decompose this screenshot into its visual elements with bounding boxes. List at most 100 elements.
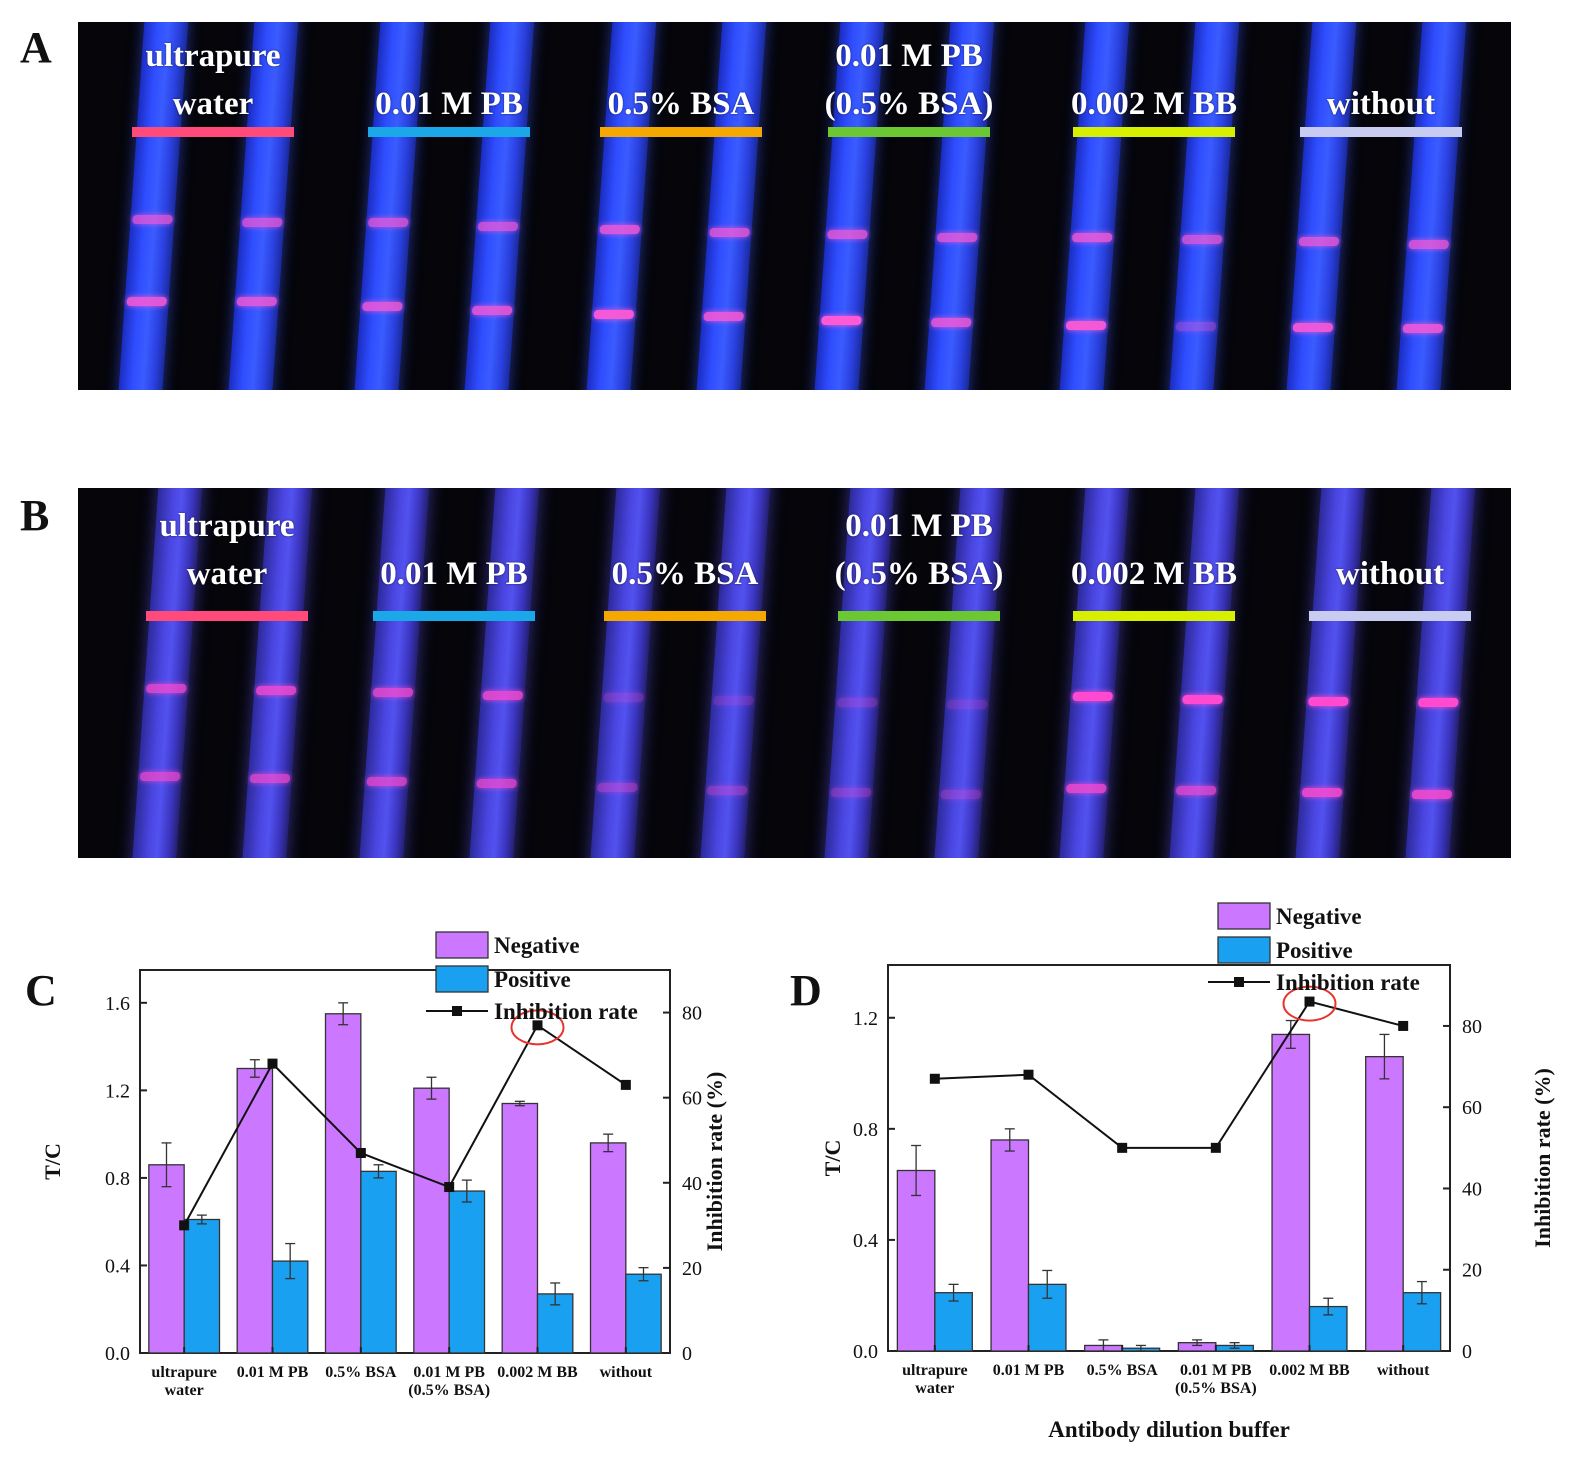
test-strip xyxy=(1057,488,1131,858)
inhibition-rate-point xyxy=(355,1147,366,1158)
inhibition-rate-point xyxy=(1398,1020,1409,1031)
x-tick-label: 0.002 M BB xyxy=(497,1364,578,1381)
photo-label: ultrapure water xyxy=(159,502,294,598)
x-tick-label: without xyxy=(600,1364,653,1381)
photo-label-line: without xyxy=(1326,86,1436,122)
plot-frame xyxy=(887,964,1451,1352)
panel-letter-c: C xyxy=(25,966,57,1015)
strip-band xyxy=(599,225,641,234)
test-strip xyxy=(1394,22,1468,390)
strip-band xyxy=(946,700,988,709)
x-tick-label: (0.5% BSA) xyxy=(408,1382,490,1399)
photo-label-line: ultrapure xyxy=(159,508,295,544)
y2-tick-label: 40 xyxy=(682,1173,702,1195)
photo-color-bar xyxy=(373,611,535,621)
photo-color-bar xyxy=(838,611,1000,621)
photo-label: 0.5% BSA xyxy=(608,80,755,128)
inhibition-rate-point xyxy=(1210,1142,1221,1153)
strip-band xyxy=(706,786,748,795)
strip-band xyxy=(1402,324,1444,333)
photo-color-bar xyxy=(604,611,766,621)
y2-tick-label: 20 xyxy=(682,1258,702,1280)
photo-label: 0.002 M BB xyxy=(1071,80,1237,128)
inhibition-rate-point xyxy=(532,1020,543,1031)
y-tick-label: 1.2 xyxy=(105,1080,130,1102)
negative-bar xyxy=(501,1102,539,1354)
negative-bar xyxy=(896,1169,936,1352)
photo-label-line: (0.5% BSA) xyxy=(834,556,1004,592)
y-tick-label: 1.2 xyxy=(853,1008,878,1030)
plot-frame xyxy=(139,969,671,1354)
strip-band xyxy=(930,318,972,327)
strip-band xyxy=(132,215,173,224)
legend-label-inhibition: Inhibition rate xyxy=(494,999,638,1024)
test-strip xyxy=(1403,488,1477,858)
photo-label-line: 0.5% BSA xyxy=(611,556,759,592)
legend-swatch-positive xyxy=(1217,936,1271,964)
strip-band xyxy=(241,218,283,227)
strip-band xyxy=(476,779,517,788)
y-tick-label: 0.4 xyxy=(853,1230,878,1252)
test-strip xyxy=(357,488,431,858)
positive-bar xyxy=(625,1273,662,1354)
legend-label-positive: Positive xyxy=(494,967,571,992)
photo-label-line: water xyxy=(172,86,254,122)
strip-band xyxy=(836,698,878,707)
strip-band xyxy=(139,772,181,781)
y2-axis-title: Inhibition rate (%) xyxy=(1530,1068,1555,1248)
y2-tick-label: 0 xyxy=(682,1343,692,1365)
x-tick-label: 0.01 M PB xyxy=(993,1362,1065,1379)
photo-label-line: 0.5% BSA xyxy=(607,86,755,122)
x-tick-label: ultrapure xyxy=(902,1362,967,1379)
y2-tick-label: 40 xyxy=(1462,1178,1482,1200)
strip-band xyxy=(703,312,745,321)
strip-band xyxy=(936,233,978,242)
test-strip xyxy=(1167,22,1241,390)
inhibition-rate-point xyxy=(929,1073,940,1084)
legend-label-negative: Negative xyxy=(1276,904,1362,929)
test-strip xyxy=(1293,488,1367,858)
strip-band xyxy=(1071,233,1113,242)
photo-color-bar xyxy=(368,127,530,137)
photo-label-line: 0.01 M PB xyxy=(845,508,993,544)
x-tick-label: water xyxy=(165,1382,204,1399)
highlight-circle xyxy=(510,1009,565,1046)
test-strip xyxy=(1057,22,1131,390)
x-tick-label: ultrapure xyxy=(151,1364,216,1381)
strip-band xyxy=(367,218,409,227)
y2-tick-label: 60 xyxy=(682,1088,702,1110)
strip-band xyxy=(477,222,519,231)
test-strip xyxy=(694,22,768,390)
photo-label-line: ultrapure xyxy=(145,38,281,74)
photo-label-line: 0.01 M PB xyxy=(380,556,528,592)
strip-band xyxy=(1065,784,1107,793)
negative-bar xyxy=(148,1164,185,1354)
y-tick-label: 0.8 xyxy=(853,1119,878,1141)
highlight-circle xyxy=(1282,985,1337,1022)
x-tick-label: 0.5% BSA xyxy=(1087,1362,1159,1379)
positive-bar xyxy=(448,1190,486,1354)
strip-band xyxy=(1411,790,1453,799)
strip-band xyxy=(593,310,635,319)
strip-band xyxy=(603,693,644,702)
panel-letter-b: B xyxy=(20,491,50,540)
x-tick-label: 0.5% BSA xyxy=(325,1364,397,1381)
photo-label: 0.01 M PB xyxy=(375,80,523,128)
legend-label-positive: Positive xyxy=(1276,938,1353,963)
test-strip xyxy=(462,22,536,390)
inhibition-rate-point xyxy=(1117,1142,1128,1153)
photo-color-bar xyxy=(146,611,308,621)
y2-tick-label: 20 xyxy=(1462,1260,1482,1282)
x-tick-label: 0.002 M BB xyxy=(1269,1362,1350,1379)
strip-band xyxy=(249,774,291,783)
inhibition-rate-point xyxy=(1304,996,1315,1007)
negative-bar xyxy=(324,1013,362,1354)
strip-band xyxy=(713,696,754,705)
photo-label: 0.01 M PB (0.5% BSA) xyxy=(835,502,1004,598)
y-tick-label: 0.4 xyxy=(105,1255,130,1277)
inhibition-rate-point xyxy=(267,1058,278,1069)
strip-band xyxy=(830,788,872,797)
x-tick-label: 0.01 M PB xyxy=(1180,1362,1252,1379)
panel-letter-a: A xyxy=(20,23,52,72)
strip-band xyxy=(1175,322,1217,331)
